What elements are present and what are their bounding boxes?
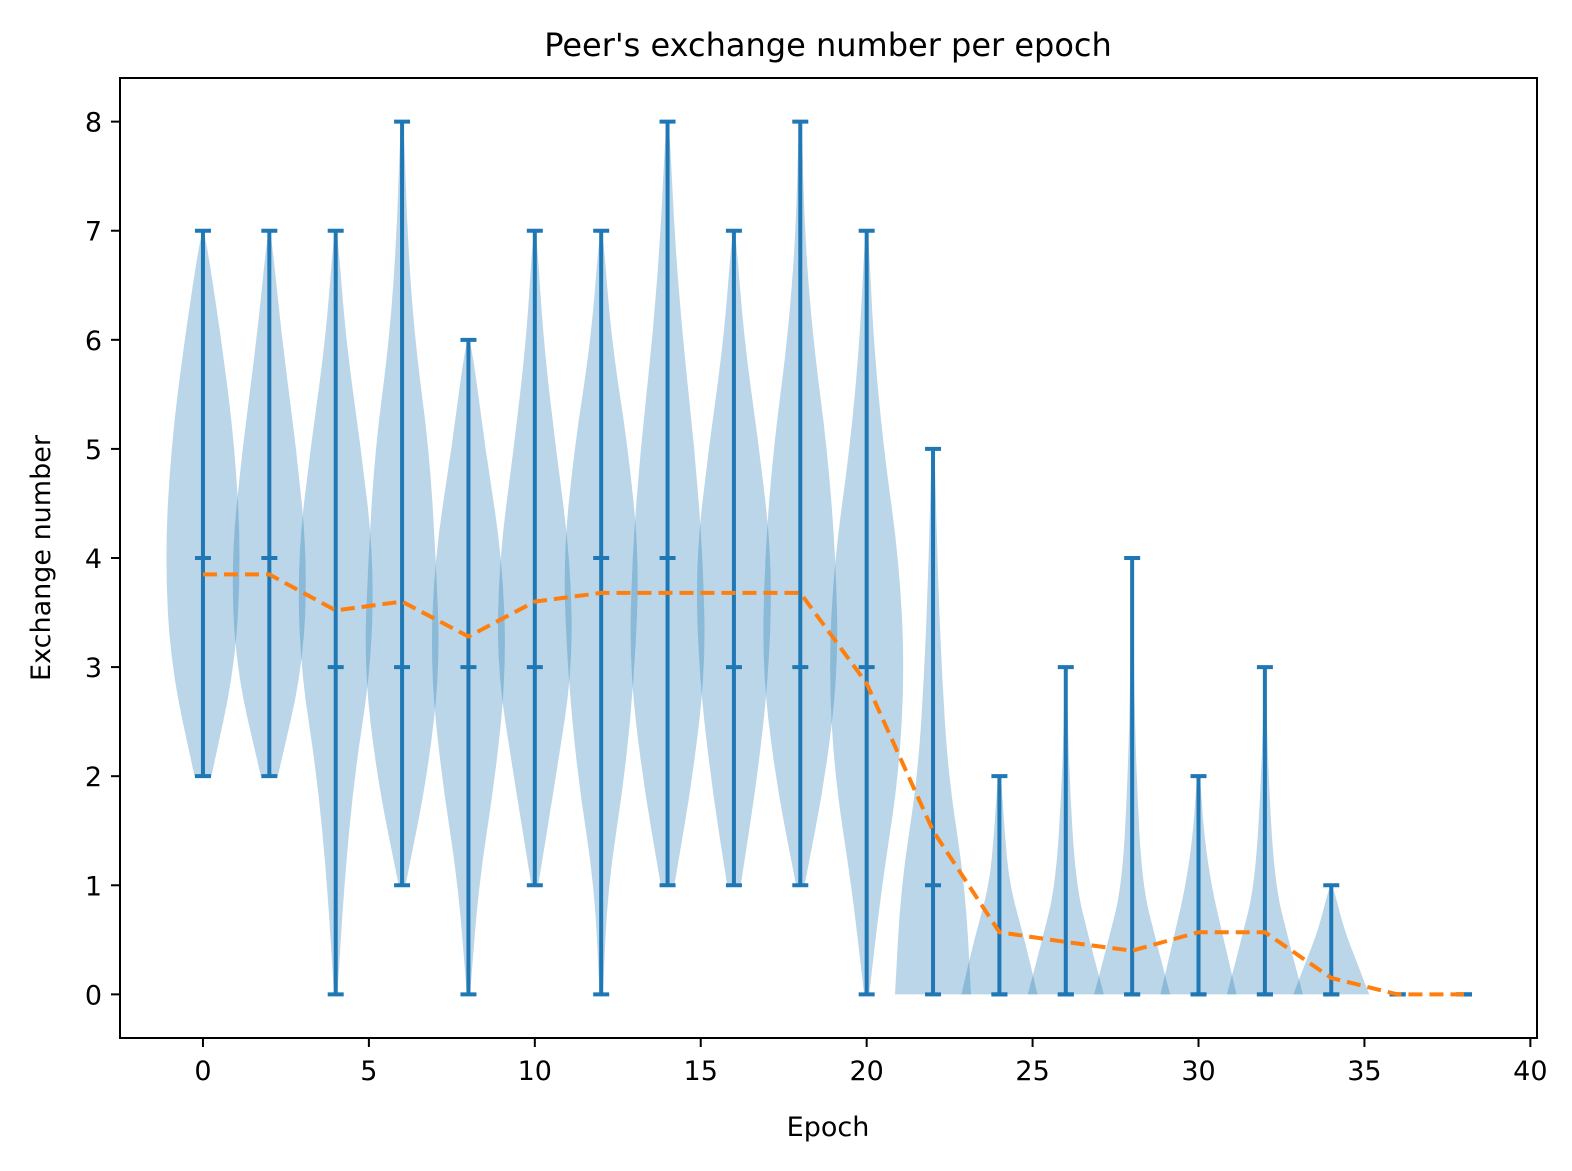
x-tick-label-35: 35 (1347, 1056, 1381, 1087)
x-tick-label-20: 20 (849, 1056, 883, 1087)
y-tick-label-8: 8 (85, 108, 102, 139)
y-tick-label-0: 0 (85, 980, 102, 1011)
x-axis-label: Epoch (787, 1112, 870, 1143)
y-tick-label-5: 5 (85, 435, 102, 466)
y-tick-label-2: 2 (85, 762, 102, 793)
x-tick-label-15: 15 (684, 1056, 718, 1087)
y-tick-label-7: 7 (85, 217, 102, 248)
y-tick-label-4: 4 (85, 544, 102, 575)
axes-frame (119, 77, 1538, 1039)
x-tick-label-40: 40 (1513, 1056, 1547, 1087)
y-tick-label-6: 6 (85, 326, 102, 357)
x-tick-label-5: 5 (360, 1056, 377, 1087)
y-tick-label-1: 1 (85, 871, 102, 902)
mean-dashed-line (203, 572, 1464, 997)
y-axis-label: Exchange number (26, 434, 57, 681)
x-tick-label-10: 10 (518, 1056, 552, 1087)
x-tick-label-0: 0 (194, 1056, 211, 1087)
x-tick-label-25: 25 (1015, 1056, 1049, 1087)
plot-area: 0 5 10 15 20 25 30 35 40 0 1 2 3 4 5 6 7 8 (85, 108, 1548, 1087)
y-tick-label-3: 3 (85, 653, 102, 684)
x-tick-label-30: 30 (1181, 1056, 1215, 1087)
chart-title: Peer's exchange number per epoch (544, 26, 1112, 64)
